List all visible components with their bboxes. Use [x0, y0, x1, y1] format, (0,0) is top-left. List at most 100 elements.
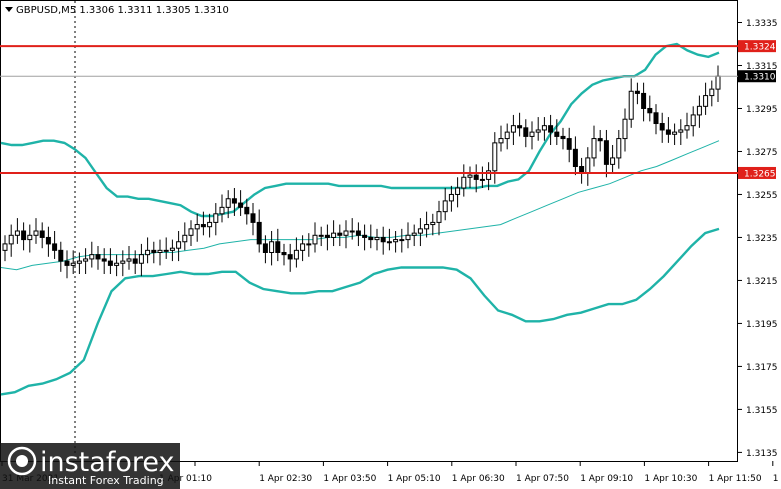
candle: [27, 224, 33, 253]
candle: [207, 213, 213, 238]
candle: [145, 237, 151, 264]
candle: [151, 241, 157, 264]
candle: [114, 254, 120, 277]
candle: [560, 127, 566, 150]
candle: [312, 222, 318, 253]
level-tag-label: 1.3265: [744, 169, 776, 179]
candle: [417, 218, 423, 247]
candle: [120, 250, 126, 277]
collapse-triangle-icon[interactable]: [5, 7, 13, 12]
candle: [554, 119, 560, 146]
y-tick-label: 1.3195: [746, 320, 778, 330]
logo-icon: [7, 446, 37, 476]
candle: [479, 166, 485, 189]
candle: [424, 211, 430, 238]
candle: [430, 213, 436, 236]
candle: [672, 123, 678, 146]
candle: [176, 231, 182, 262]
candle: [250, 203, 256, 236]
candle: [33, 218, 39, 244]
candle: [634, 82, 640, 105]
candle: [2, 235, 8, 262]
candle: [597, 129, 603, 152]
current-price-tag: [738, 70, 776, 83]
candle: [436, 200, 442, 236]
x-axis: 31 Mar 20211 Apr 01:101 Apr 02:301 Apr 0…: [1, 461, 781, 484]
candle: [455, 177, 461, 208]
lower-band-line: [0, 227, 720, 396]
candle: [107, 248, 113, 274]
level-lines: 1.3324 1.3265 1.3310: [0, 40, 776, 179]
candle: [641, 82, 647, 122]
candle: [287, 243, 293, 272]
candle: [486, 162, 492, 191]
y-tick-label: 1.3235: [746, 234, 778, 244]
candle: [548, 114, 554, 146]
candle: [269, 231, 275, 266]
candle: [703, 82, 709, 115]
candle: [616, 129, 622, 169]
logo-brand: instaforex: [40, 447, 174, 478]
candle: [101, 248, 107, 274]
candle: [492, 132, 498, 184]
candle: [89, 241, 95, 268]
candle: [318, 226, 324, 247]
candle: [188, 220, 194, 247]
candle: [182, 222, 188, 251]
candle: [163, 237, 169, 259]
candle: [231, 188, 237, 216]
y-tick-label: 1.3295: [746, 105, 778, 115]
x-tick-label: 1 Apr 09:10: [580, 474, 633, 484]
x-tick-label: 1 Apr 06:30: [452, 474, 505, 484]
candle: [647, 95, 653, 122]
y-tick-label: 1.3155: [746, 406, 778, 416]
x-tick-label: 1 Apr 10:30: [644, 474, 697, 484]
candle: [628, 78, 634, 128]
candle: [566, 127, 572, 163]
chart-title: GBPUSD,M5 1.3306 1.3311 1.3305 1.3310: [5, 5, 229, 16]
candle: [238, 190, 244, 216]
candle: [219, 194, 225, 223]
candle: [21, 222, 27, 251]
candle: [380, 226, 386, 255]
candle: [665, 117, 671, 143]
candle: [157, 239, 163, 266]
candle: [355, 222, 361, 247]
candle: [517, 112, 523, 137]
instaforex-watermark: instaforex Instant Forex Trading: [0, 443, 180, 489]
candle: [622, 108, 628, 152]
candle: [52, 231, 58, 259]
y-tick-label: 1.3175: [746, 363, 778, 373]
candle: [244, 198, 250, 225]
candle: [541, 117, 547, 141]
candle: [262, 235, 268, 264]
candle: [678, 119, 684, 146]
candle: [331, 220, 337, 247]
candle: [58, 241, 64, 272]
candle: [368, 224, 374, 249]
candle: [213, 203, 219, 236]
candle: [374, 228, 380, 251]
candles: [2, 65, 721, 279]
candle: [194, 213, 200, 242]
x-tick-label: 1 Apr 01:10: [159, 474, 212, 484]
candle: [324, 224, 330, 251]
candle: [535, 117, 541, 141]
candle: [337, 224, 343, 247]
candle: [603, 129, 609, 178]
candle: [8, 224, 14, 257]
candle: [709, 80, 715, 107]
current-price-label: 1.3310: [744, 73, 776, 83]
candle: [504, 123, 510, 150]
candle: [386, 228, 392, 251]
candle: [76, 252, 82, 274]
candle: [523, 119, 529, 148]
x-tick-label: 1 Apr 11:50: [709, 474, 762, 484]
candle: [95, 246, 101, 270]
y-tick-label: 1.3335: [746, 19, 778, 29]
candle: [300, 235, 306, 262]
candle: [362, 224, 368, 251]
y-tick-label: 1.3315: [746, 62, 778, 72]
candle: [126, 246, 132, 270]
